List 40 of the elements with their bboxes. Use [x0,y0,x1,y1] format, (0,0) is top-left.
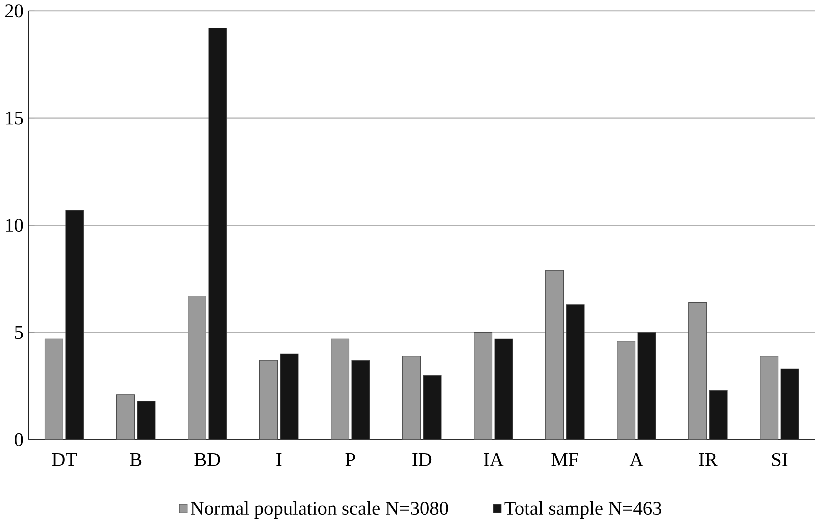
x-tick-label: IA [484,453,504,466]
y-tick-label: 15 [6,112,24,125]
bar [760,356,779,440]
bar [780,368,800,440]
legend-label: Normal population scale N=3080 [191,501,448,519]
x-tick-label: DT [52,453,78,466]
x-tick-label: IR [699,453,718,466]
bar [66,210,84,440]
bar [137,400,156,440]
y-tick-label: 5 [15,326,24,339]
y-tick-label: 20 [5,4,24,18]
x-tick-label: MF [552,453,578,466]
x-tick-label: B [130,453,142,466]
x-tick-label: P [346,453,356,466]
bar [688,302,708,440]
legend-label: Total sample N=463 [504,501,662,519]
bar [208,28,228,440]
bar [188,296,207,440]
bar [617,340,636,440]
bar [116,394,136,440]
y-tick-label: 10 [6,218,24,232]
bar [494,338,514,440]
x-tick-label: ID [412,453,432,466]
bar [260,360,278,440]
bar [638,332,656,440]
y-tick-label: 0 [15,433,24,446]
bar [423,375,442,440]
bar [402,356,422,440]
x-tick-label: I [276,453,282,466]
bar [280,354,299,440]
bar [566,304,585,440]
bar [546,270,564,440]
bar [709,390,728,440]
x-tick-label: BD [194,453,220,466]
x-tick-label: A [630,453,644,466]
bar [474,332,493,440]
bar [352,360,370,440]
bar [331,338,350,440]
bar [44,338,64,440]
x-tick-label: SI [772,453,788,466]
